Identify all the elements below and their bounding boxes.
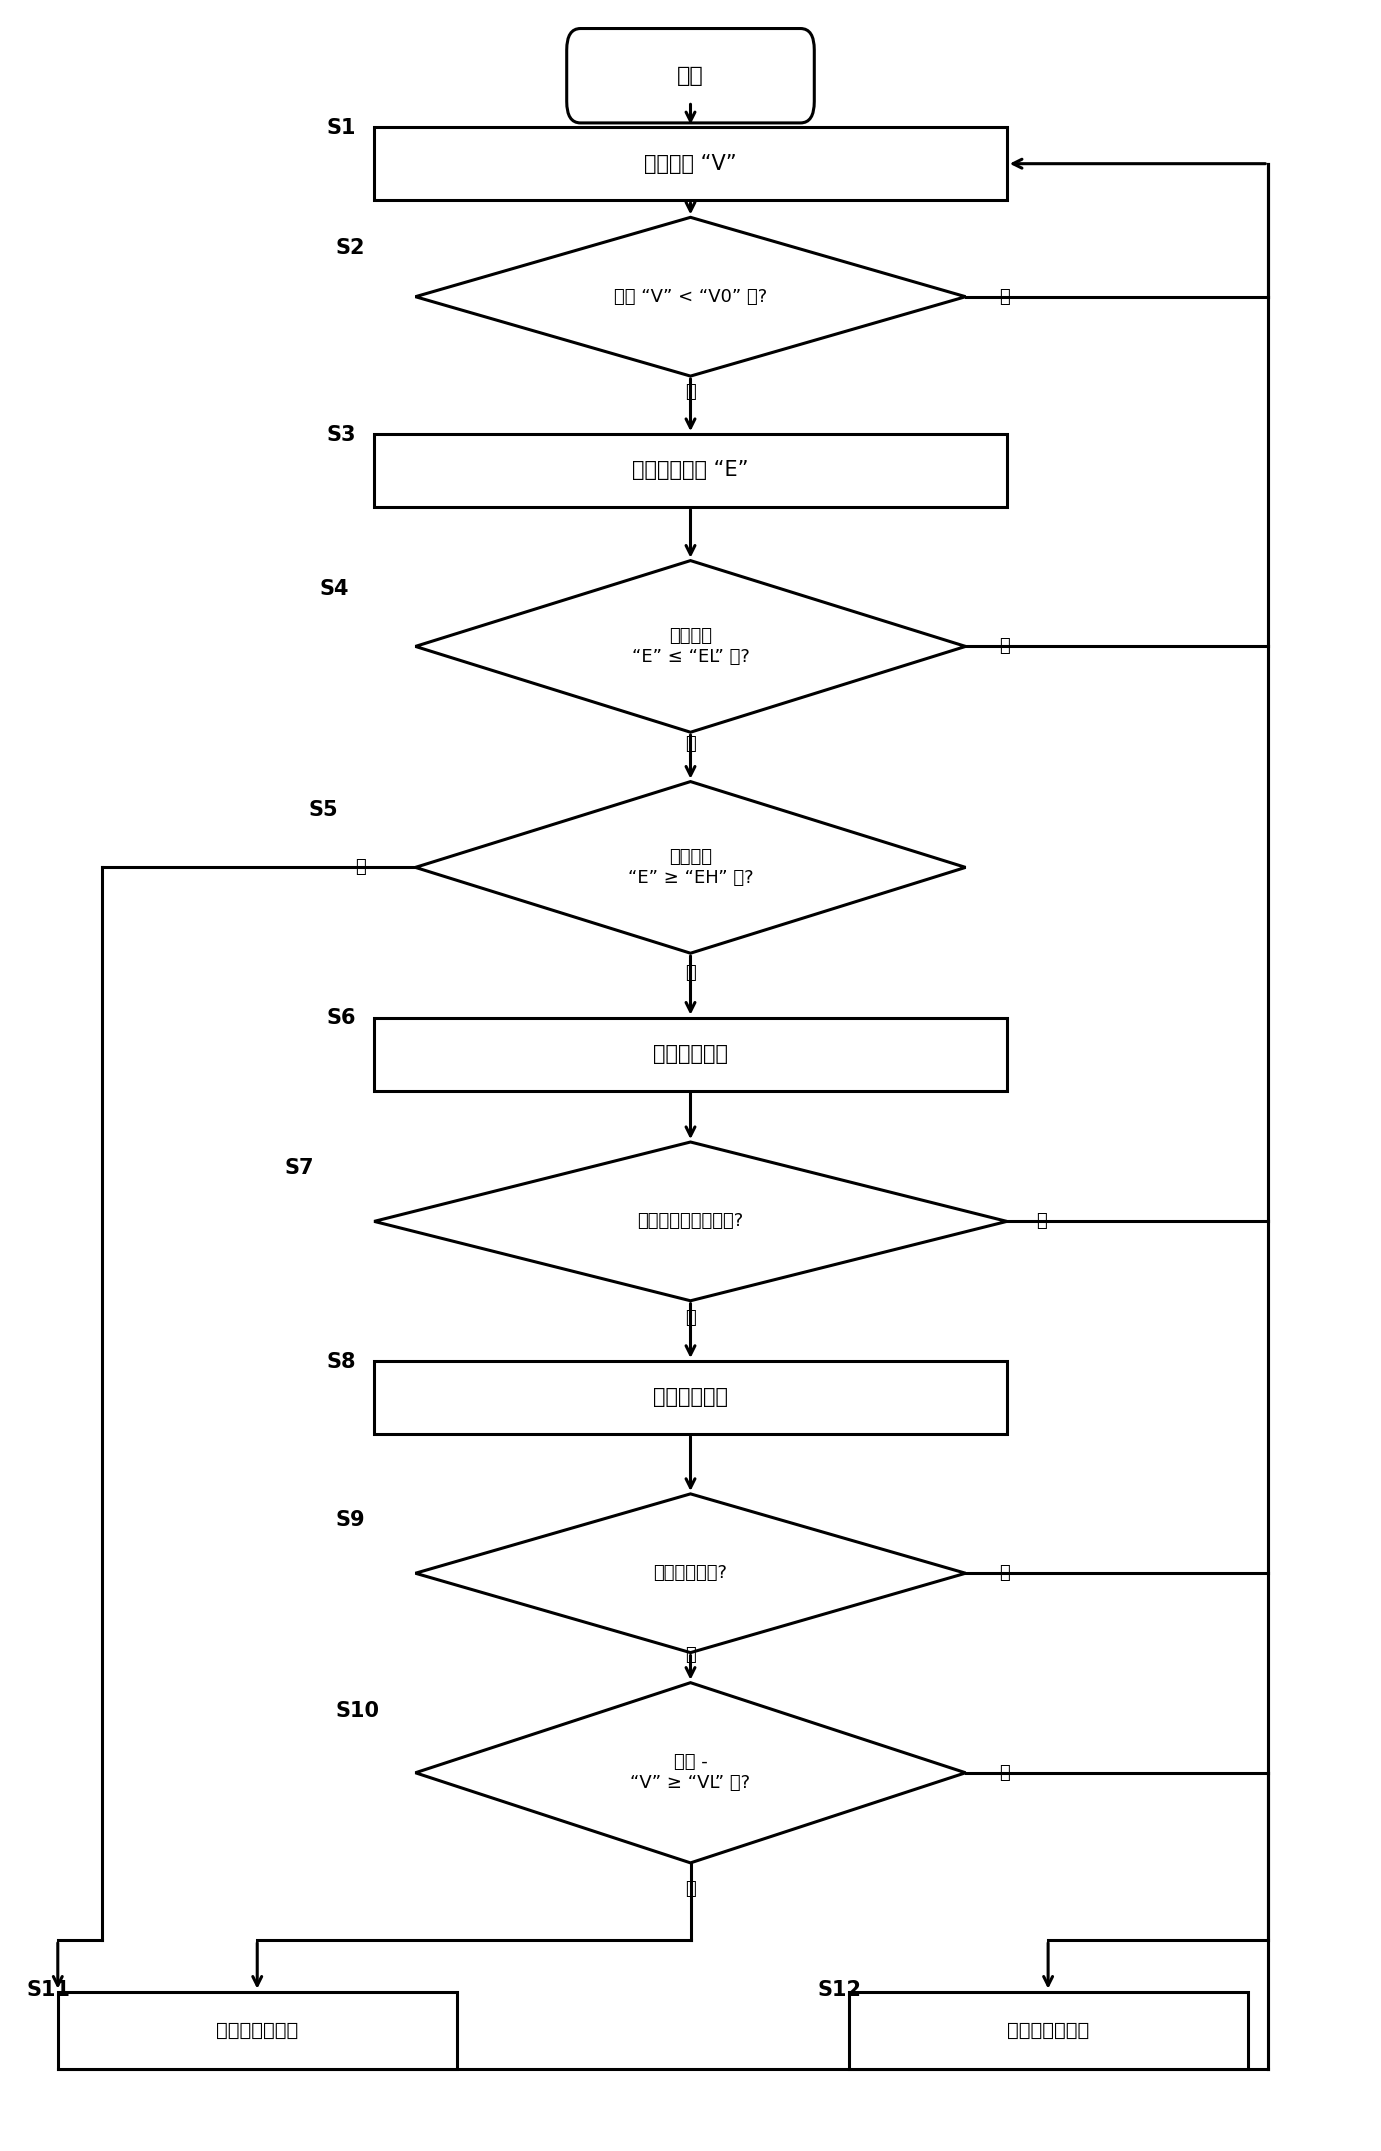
Polygon shape [374,1142,1007,1301]
Bar [58,1992,457,2069]
Polygon shape [416,1493,965,1652]
Text: S11: S11 [26,1981,70,2000]
Bar [374,435,1007,508]
Text: 否: 否 [685,964,696,981]
Text: S7: S7 [284,1159,315,1179]
Text: S3: S3 [326,424,355,445]
Text: 取回车速 “V”: 取回车速 “V” [644,153,737,174]
Bar [374,1362,1007,1435]
Text: 充电电压
“E” ≥ “EH” 吗?: 充电电压 “E” ≥ “EH” 吗? [628,847,753,886]
FancyBboxPatch shape [566,28,815,123]
Polygon shape [416,217,965,376]
Text: S6: S6 [326,1009,355,1028]
Text: 否: 否 [998,1764,1010,1781]
Text: 开始: 开始 [677,67,704,86]
Bar [374,127,1007,200]
Polygon shape [416,561,965,731]
Text: S9: S9 [336,1510,365,1529]
Text: S5: S5 [308,800,338,820]
Text: 车速 “V” < “V0” 吗?: 车速 “V” < “V0” 吗? [615,288,766,305]
Text: 满足正常行驶要求吗?: 满足正常行驶要求吗? [638,1213,743,1230]
Text: 停止动力中断器: 停止动力中断器 [215,2020,298,2039]
Text: S10: S10 [336,1701,380,1721]
Text: 否: 否 [685,736,696,753]
Text: S4: S4 [319,579,348,600]
Bar [374,1017,1007,1091]
Text: 取回充电电压 “E”: 取回充电电压 “E” [632,460,749,480]
Text: 是: 是 [685,1646,696,1663]
Text: 是: 是 [685,1880,696,1897]
Text: S1: S1 [326,118,355,138]
Text: 否: 否 [685,383,696,402]
Polygon shape [416,781,965,953]
Text: 是: 是 [998,288,1010,305]
Text: 是: 是 [355,858,366,875]
Bar [849,1992,1247,2069]
Text: 否: 否 [998,1564,1010,1583]
Text: 否: 否 [1036,1213,1047,1230]
Text: S8: S8 [326,1351,355,1372]
Text: S12: S12 [818,1981,860,2000]
Polygon shape [416,1682,965,1863]
Text: 车速 -
“V” ≥ “VL” 吗?: 车速 - “V” ≥ “VL” 吗? [631,1753,750,1792]
Text: 取回道路信息: 取回道路信息 [653,1043,728,1065]
Text: 能正常行驶吗?: 能正常行驶吗? [653,1564,728,1583]
Text: 启动动力中断器: 启动动力中断器 [1007,2020,1090,2039]
Text: 取回交通信息: 取回交通信息 [653,1387,728,1407]
Text: 充电电压
“E” ≤ “EL” 吗?: 充电电压 “E” ≤ “EL” 吗? [631,626,750,667]
Text: 是: 是 [998,637,1010,656]
Text: 是: 是 [685,1310,696,1327]
Text: S2: S2 [336,239,365,258]
